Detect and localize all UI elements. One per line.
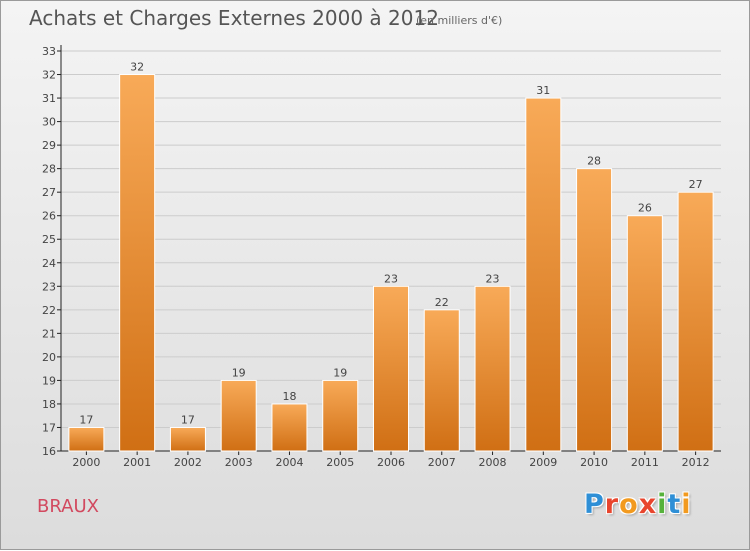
value-label-2012: 27 xyxy=(689,178,703,191)
y-tick-label: 22 xyxy=(42,304,56,317)
x-tick-label-2005: 2005 xyxy=(326,456,354,469)
x-tick-label-2012: 2012 xyxy=(682,456,710,469)
x-tick-label-2010: 2010 xyxy=(580,456,608,469)
bar-2004 xyxy=(271,403,308,452)
y-tick-label: 21 xyxy=(42,327,56,340)
value-label-2005: 19 xyxy=(333,366,347,379)
value-label-2002: 17 xyxy=(181,413,195,426)
x-tick-label-2009: 2009 xyxy=(529,456,557,469)
x-tick-label-2008: 2008 xyxy=(479,456,507,469)
bar-2007 xyxy=(423,309,460,452)
x-tick-label-2007: 2007 xyxy=(428,456,456,469)
bar-2001 xyxy=(119,74,156,452)
y-tick-label: 18 xyxy=(42,398,56,411)
bar-2010 xyxy=(576,168,613,452)
commune-name: BRAUX xyxy=(37,496,99,517)
logo-letter: t xyxy=(667,489,682,520)
bar-2005 xyxy=(322,379,359,452)
y-tick-label: 19 xyxy=(42,374,56,387)
value-label-2007: 22 xyxy=(435,296,449,309)
x-tick-label-2001: 2001 xyxy=(123,456,151,469)
bar-2008 xyxy=(474,285,511,452)
y-tick-label: 26 xyxy=(42,210,56,223)
x-tick-label-2000: 2000 xyxy=(72,456,100,469)
y-tick-label: 32 xyxy=(42,69,56,82)
value-label-2000: 17 xyxy=(79,413,93,426)
value-label-2003: 19 xyxy=(232,366,246,379)
y-tick-label: 28 xyxy=(42,163,56,176)
y-tick-label: 29 xyxy=(42,139,56,152)
value-label-2004: 18 xyxy=(282,390,296,403)
value-label-2011: 26 xyxy=(638,202,652,215)
bar-2011 xyxy=(626,215,663,452)
y-tick-label: 24 xyxy=(42,257,56,270)
bar-2000 xyxy=(68,426,105,452)
y-tick-label: 25 xyxy=(42,233,56,246)
value-label-2010: 28 xyxy=(587,155,601,168)
value-labels: 17 32 17 19 18 19 23 22 23 31 28 26 27 xyxy=(79,61,702,427)
x-tick-label-2002: 2002 xyxy=(174,456,202,469)
logo-letter: x xyxy=(638,489,658,520)
value-label-2009: 31 xyxy=(536,84,550,97)
logo-letter: o xyxy=(619,489,639,520)
logo-letter: r xyxy=(604,489,620,520)
bar-2009 xyxy=(525,97,562,452)
logo-letter: i xyxy=(681,489,692,520)
proxiti-logo: Proxiti xyxy=(584,489,692,520)
x-tick-label-2011: 2011 xyxy=(631,456,659,469)
x-tick-label-2004: 2004 xyxy=(275,456,303,469)
value-label-2008: 23 xyxy=(486,272,500,285)
logo-letter: i xyxy=(657,489,668,520)
bar-2003 xyxy=(220,379,257,452)
y-tick-label: 31 xyxy=(42,92,56,105)
y-tick-label: 17 xyxy=(42,421,56,434)
y-tick-label: 23 xyxy=(42,280,56,293)
y-tick-label: 33 xyxy=(42,45,56,58)
bar-2002 xyxy=(169,426,206,452)
chart-title: Achats et Charges Externes 2000 à 2012 xyxy=(29,6,439,30)
logo-letter: P xyxy=(584,489,605,520)
bar-2012 xyxy=(677,191,714,452)
bar-2006 xyxy=(373,285,409,452)
y-tick-label: 16 xyxy=(42,445,56,458)
chart-subtitle: (en milliers d'€) xyxy=(416,14,503,27)
y-tick-label: 27 xyxy=(42,186,56,199)
y-tick-label: 20 xyxy=(42,351,56,364)
x-tick-label-2006: 2006 xyxy=(377,456,405,469)
value-label-2006: 23 xyxy=(384,272,398,285)
value-label-2001: 32 xyxy=(130,61,144,74)
x-tick-label-2003: 2003 xyxy=(225,456,253,469)
y-tick-label: 30 xyxy=(42,116,56,129)
bars xyxy=(68,74,714,452)
